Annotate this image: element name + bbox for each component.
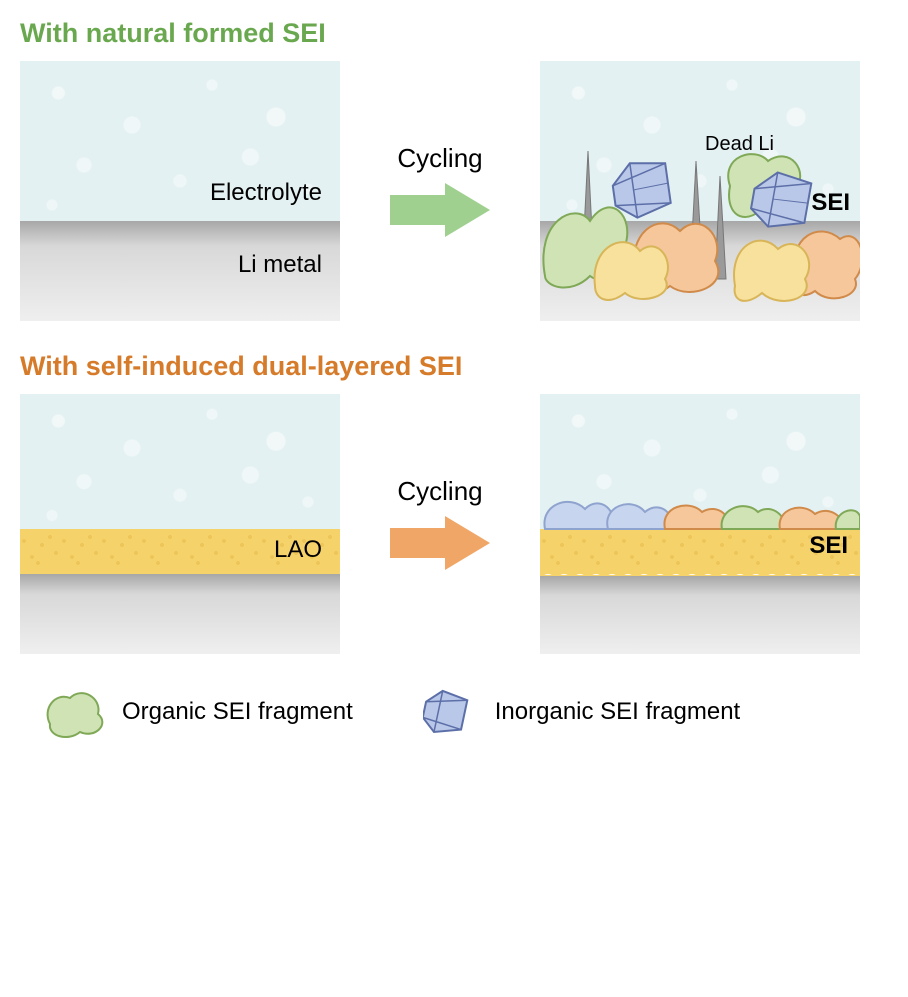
section1-row: Electrolyte Li metal Cycling (20, 61, 888, 321)
legend-inorganic-label: Inorganic SEI fragment (495, 698, 740, 726)
s2r-sei-svg (540, 394, 860, 654)
organic-fragment-icon (40, 684, 110, 739)
s2l-electrolyte (20, 394, 340, 529)
section2-row: LAO Cycling SEI (20, 394, 888, 654)
legend: Organic SEI fragment Inorganic SEI fragm… (20, 684, 888, 739)
s2-left-panel: LAO (20, 394, 340, 654)
section2-title: With self-induced dual-layered SEI (20, 351, 888, 382)
s1-left-panel: Electrolyte Li metal (20, 61, 340, 321)
s1-right-panel: Dead Li SEI (540, 61, 860, 321)
s1l-electrolyte-label: Electrolyte (210, 179, 322, 207)
section1-title: With natural formed SEI (20, 18, 888, 49)
s1r-sei-label: SEI (811, 189, 850, 217)
s2r-sei-label: SEI (809, 532, 848, 560)
legend-organic-label: Organic SEI fragment (122, 698, 353, 726)
s2-arrow-icon (385, 513, 495, 573)
inorganic-fragment-icon (423, 684, 483, 739)
s2l-li-metal (20, 574, 340, 654)
s1r-deadli-label: Dead Li (705, 133, 774, 156)
s2-arrow-label: Cycling (397, 476, 482, 507)
s2-right-panel: SEI (540, 394, 860, 654)
legend-organic: Organic SEI fragment (40, 684, 353, 739)
s1-arrow-icon (385, 180, 495, 240)
legend-inorganic: Inorganic SEI fragment (423, 684, 740, 739)
s2l-lao-label: LAO (274, 536, 322, 564)
s1-arrow-col: Cycling (340, 143, 540, 240)
s1-arrow-label: Cycling (397, 143, 482, 174)
s2-arrow-col: Cycling (340, 476, 540, 573)
s1l-li-metal-label: Li metal (238, 251, 322, 279)
